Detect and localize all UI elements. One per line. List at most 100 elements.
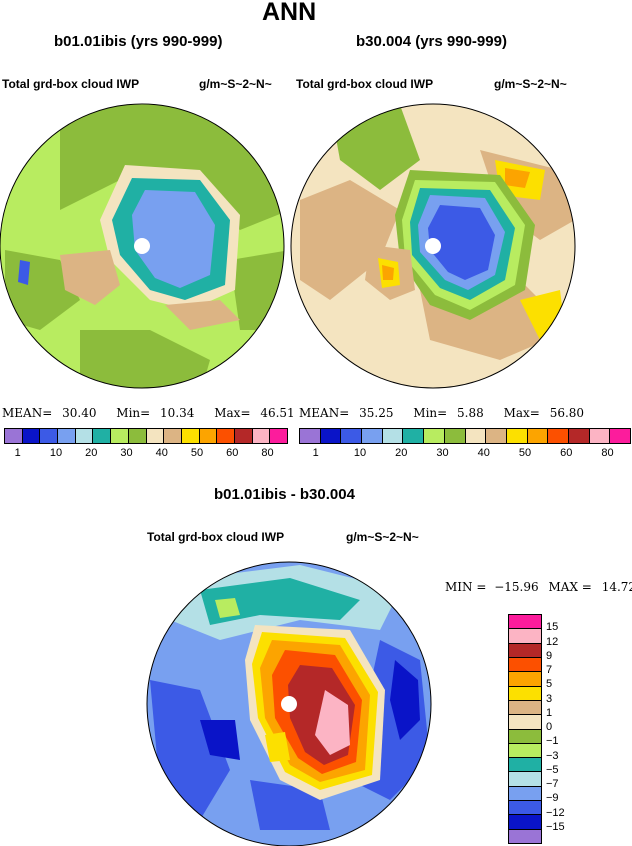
panel2-colorbar-tick-label: 1 xyxy=(312,447,319,459)
panel3-colorbar-labels: 15 12 9 7 5 3 1 0 −1 −3 −5 −7 −9 −12 −15 xyxy=(546,614,606,842)
panel3-colorbar-tick-label: 0 xyxy=(546,721,553,733)
panel1-variable-label: Total grd-box cloud IWP xyxy=(2,77,140,91)
panel3-colorbar-tick-label: 3 xyxy=(546,692,553,705)
panel2-colorbar-tick-label: 10 xyxy=(353,447,367,459)
panel2-colorbar-tick-label: 60 xyxy=(560,447,573,459)
panel3-variable-label: Total grd-box cloud IWP xyxy=(147,530,285,544)
panel3-max-value: 14.72 xyxy=(601,580,632,594)
panel2-max-value: 56.80 xyxy=(549,406,585,420)
panel2-colorbar-swatch xyxy=(506,429,528,443)
panel1-max-label: Max= xyxy=(214,406,251,420)
panel3-colorbar-tick-label: 7 xyxy=(546,664,553,676)
panel3-colorbar-swatch xyxy=(509,743,541,759)
panel2-variable-label: Total grd-box cloud IWP xyxy=(296,77,434,91)
panel2-colorbar xyxy=(299,428,631,444)
panel3-colorbar-tick-label: 1 xyxy=(546,706,553,719)
panel1-colorbar-swatch xyxy=(252,429,271,443)
panel1-mean-value: 30.40 xyxy=(62,406,97,420)
panel1-colorbar-swatch xyxy=(111,429,129,443)
panel3-colorbar-swatch xyxy=(509,829,541,843)
panel2-mean-value: 35.25 xyxy=(359,406,394,420)
panel1-colorbar-tick-label: 20 xyxy=(85,447,98,459)
panel2-colorbar-swatch xyxy=(589,429,611,443)
panel1-colorbar-swatch xyxy=(5,429,23,443)
panel2-colorbar-tick-label: 20 xyxy=(395,447,408,459)
panel3-colorbar-tick-label: 15 xyxy=(546,621,559,634)
panel1-colorbar-tick-label: 30 xyxy=(120,447,133,459)
panel1-colorbar-tick-label: 1 xyxy=(14,447,21,459)
panel2-min-label: Min= xyxy=(413,406,448,420)
panel2-units-label: g/m~S~2~N~ xyxy=(494,77,567,91)
panel1-min-label: Min= xyxy=(116,406,151,420)
panel3-colorbar-swatch xyxy=(509,615,541,630)
panel1-colorbar-swatch xyxy=(164,429,182,443)
panel1-colorbar-swatch xyxy=(270,429,287,443)
panel3-colorbar-swatch xyxy=(509,758,541,773)
panel3-colorbar-swatch xyxy=(509,772,541,787)
panel3-units-label: g/m~S~2~N~ xyxy=(346,530,419,544)
panel1-colorbar-labels: 1 10 20 30 40 50 60 80 xyxy=(4,447,286,461)
panel2-colorbar-swatch xyxy=(486,429,507,443)
panel3-colorbar-swatch xyxy=(509,629,541,644)
panel1-colorbar-swatch xyxy=(146,429,165,443)
panel1-colorbar xyxy=(4,428,288,444)
panel1-colorbar-swatch xyxy=(128,429,147,443)
panel3-colorbar-tick-label: −12 xyxy=(546,806,565,819)
panel3-colorbar-swatch xyxy=(509,686,541,701)
panel3-colorbar-tick-label: 9 xyxy=(546,649,553,662)
panel3-colorbar-swatch xyxy=(509,801,541,816)
panel3-colorbar-tick-label: −7 xyxy=(546,778,559,790)
panel1-colorbar-swatch xyxy=(93,429,112,443)
panel1-mean-label: MEAN= xyxy=(2,406,53,420)
panel3-colorbar xyxy=(508,614,542,844)
panel1-colorbar-swatch xyxy=(234,429,253,443)
panel3-colorbar-swatch xyxy=(509,672,541,687)
panel2-colorbar-swatch xyxy=(548,429,569,443)
panel2-colorbar-tick-label: 80 xyxy=(601,447,614,459)
panel2-min-value: 5.88 xyxy=(457,406,484,420)
panel1-colorbar-swatch xyxy=(58,429,76,443)
panel1-case-title: b01.01ibis (yrs 990-999) xyxy=(54,33,223,50)
panel1-colorbar-swatch xyxy=(181,429,200,443)
panel2-colorbar-swatch xyxy=(610,429,630,443)
panel2-mean-label: MEAN= xyxy=(299,406,350,420)
panel1-colorbar-tick-label: 10 xyxy=(49,447,63,459)
panel2-colorbar-swatch xyxy=(424,429,445,443)
panel2-colorbar-swatch xyxy=(444,429,466,443)
panel2-colorbar-swatch xyxy=(382,429,404,443)
panel1-colorbar-swatch xyxy=(22,429,41,443)
panel2-colorbar-swatch xyxy=(300,429,321,443)
panel2-colorbar-tick-label: 40 xyxy=(477,447,490,459)
panel3-max-label: MAX = xyxy=(548,580,592,594)
panel3-colorbar-swatch xyxy=(509,729,541,744)
panel1-min-value: 10.34 xyxy=(160,406,195,420)
panel3-colorbar-tick-label: −9 xyxy=(546,792,559,805)
panel1-colorbar-tick-label: 60 xyxy=(226,447,239,459)
panel1-max-value: 46.51 xyxy=(260,406,295,420)
panel3-min-label: MIN = xyxy=(445,580,487,594)
panel3-colorbar-tick-label: 12 xyxy=(546,635,559,648)
panel1-colorbar-swatch xyxy=(40,429,59,443)
panel2-colorbar-swatch xyxy=(362,429,383,443)
panel3-stats: MIN = −15.96 MAX = 14.72 xyxy=(445,580,632,594)
panel1-colorbar-tick-label: 80 xyxy=(261,447,274,459)
panel3-colorbar-tick-label: −3 xyxy=(546,749,559,762)
panel3-colorbar-tick-label: −1 xyxy=(546,735,559,748)
panel1-colorbar-tick-label: 40 xyxy=(155,447,168,459)
panel1-colorbar-swatch xyxy=(217,429,235,443)
panel3-case-title: b01.01ibis - b30.004 xyxy=(214,486,355,503)
panel3-colorbar-swatch xyxy=(509,643,541,658)
panel2-colorbar-labels: 1 10 20 30 40 50 60 80 xyxy=(299,447,629,461)
panel1-colorbar-swatch xyxy=(75,429,94,443)
panel2-stats: MEAN= 35.25 Min= 5.88 Max= 56.80 xyxy=(299,406,584,420)
panel2-colorbar-tick-label: 30 xyxy=(436,447,449,459)
panel2-colorbar-swatch xyxy=(320,429,342,443)
panel3-colorbar-swatch xyxy=(509,815,541,830)
panel3-min-value: −15.96 xyxy=(494,580,539,594)
panel3-colorbar-tick-label: −15 xyxy=(546,820,565,833)
panel1-units-label: g/m~S~2~N~ xyxy=(199,77,272,91)
panel2-case-title: b30.004 (yrs 990-999) xyxy=(356,33,507,50)
